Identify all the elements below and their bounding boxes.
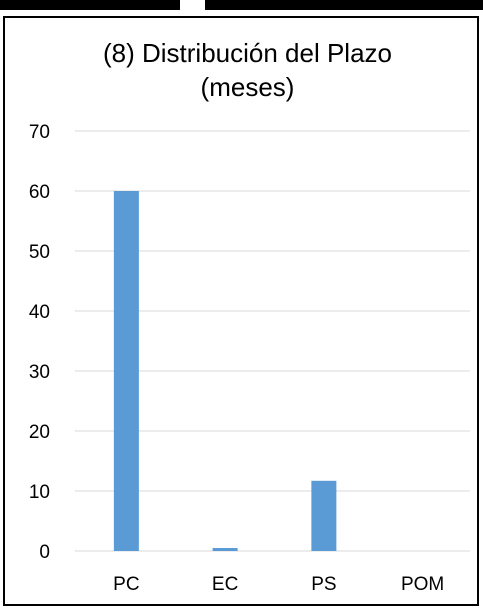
x-tick-label: EC (212, 574, 238, 595)
x-tick-label: POM (401, 574, 444, 595)
bar-ps (311, 480, 337, 551)
x-tick-label: PS (311, 574, 336, 595)
y-tick-label: 50 (29, 242, 50, 263)
chart-title-line1: (8) Distribución del Plazo (102, 38, 392, 68)
y-tick-label: 10 (29, 482, 50, 503)
chart-title-line2: (meses) (200, 72, 295, 102)
bar-ec (212, 548, 238, 551)
x-tick-label: PC (113, 574, 139, 595)
bar-pc (113, 191, 139, 551)
top-border-right (205, 0, 483, 10)
y-tick-label: 70 (29, 122, 50, 143)
y-tick-label: 20 (29, 422, 50, 443)
y-tick-label: 0 (39, 542, 50, 563)
y-tick-label: 30 (29, 362, 50, 383)
top-border-left (0, 0, 180, 10)
y-tick-label: 40 (29, 302, 50, 323)
y-tick-label: 60 (29, 182, 50, 203)
